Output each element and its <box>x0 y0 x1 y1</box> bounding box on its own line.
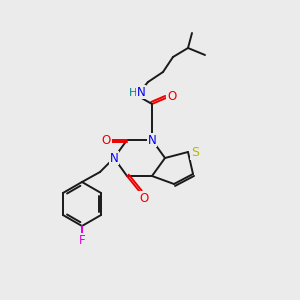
Text: N: N <box>148 134 156 146</box>
Text: N: N <box>136 85 146 98</box>
Text: F: F <box>79 233 85 247</box>
Text: S: S <box>191 146 199 158</box>
Text: O: O <box>101 134 111 146</box>
Text: N: N <box>110 152 118 164</box>
Text: O: O <box>140 191 148 205</box>
Text: H: H <box>129 88 137 98</box>
Text: O: O <box>167 89 177 103</box>
